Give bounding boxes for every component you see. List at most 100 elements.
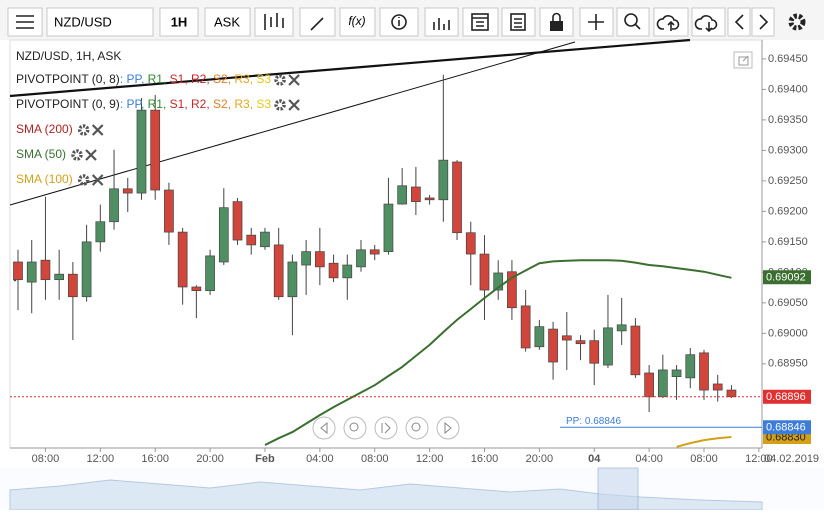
trend-line xyxy=(9,38,691,98)
indicator-button[interactable] xyxy=(339,7,376,37)
chart-type-button[interactable] xyxy=(254,7,294,37)
lock-shackle xyxy=(552,12,561,21)
next-button[interactable] xyxy=(751,7,775,37)
y-tick-label: 0.69250 xyxy=(768,175,808,187)
candle-body xyxy=(246,234,257,246)
prev-button[interactable] xyxy=(727,7,751,37)
doc-lines xyxy=(514,18,522,28)
settings-icon[interactable] xyxy=(77,124,90,136)
legend-text: , xyxy=(250,72,257,86)
prev-icon xyxy=(734,14,744,30)
chart-type-icon xyxy=(264,13,284,30)
settings-icon[interactable] xyxy=(71,149,83,161)
upload-button[interactable] xyxy=(653,7,689,37)
settings-icon[interactable] xyxy=(274,74,286,86)
candle-body xyxy=(109,188,119,223)
pivot-label: PP: 0.68846 xyxy=(566,416,621,427)
nav-left[interactable] xyxy=(312,416,336,440)
navigator-area xyxy=(9,479,763,511)
legend-text: , xyxy=(250,97,257,111)
draw-button[interactable] xyxy=(299,7,336,37)
reset[interactable] xyxy=(374,416,398,440)
candle-body xyxy=(273,244,284,298)
volume-button[interactable] xyxy=(424,7,459,37)
zoom-in[interactable] xyxy=(405,416,429,440)
doc-button[interactable] xyxy=(501,7,536,37)
axis-price-label: 0.68830 xyxy=(766,431,806,443)
candle-body xyxy=(520,305,531,349)
nav-icon xyxy=(381,422,391,434)
x-tick-label: 20:00 xyxy=(196,453,224,465)
legend-text: , xyxy=(228,72,235,86)
candle-body xyxy=(424,197,435,201)
zoom-button[interactable] xyxy=(616,7,650,37)
x-tick-label: 04:00 xyxy=(635,453,663,465)
x-tick-label: 08:00 xyxy=(361,453,389,465)
legend-text: PP xyxy=(126,97,142,111)
remove-icon[interactable] xyxy=(91,124,104,136)
trend-line xyxy=(9,41,576,206)
x-tick-label: 08:00 xyxy=(690,453,718,465)
legend-text: : xyxy=(120,72,127,86)
candle-body xyxy=(712,383,723,391)
candle-body xyxy=(548,328,558,363)
legend-entry: SMA (200) xyxy=(16,122,73,136)
legend-text: S1 xyxy=(170,97,185,111)
candle-body xyxy=(68,273,78,298)
legend-text: , xyxy=(184,72,191,86)
legend-text: R3 xyxy=(234,72,250,86)
candle-body xyxy=(630,325,641,376)
candle-body xyxy=(493,272,504,291)
legend-entry: SMA (100) xyxy=(16,172,73,186)
menu-icon xyxy=(16,15,34,29)
candle-body xyxy=(644,372,654,398)
legend-text: , xyxy=(141,72,148,86)
remove-icon[interactable] xyxy=(85,149,97,161)
y-tick-label: 0.69400 xyxy=(768,83,808,95)
candle-body xyxy=(603,327,613,366)
navigator-window[interactable] xyxy=(597,467,639,511)
legend-text: : xyxy=(120,97,127,111)
toolbar: NZD/USD 1H ASK f(x) xyxy=(0,0,824,40)
settings-icon[interactable] xyxy=(788,13,806,31)
nav-icon xyxy=(349,422,359,432)
x-tick-label: 16:00 xyxy=(141,453,169,465)
candle-body xyxy=(397,185,408,205)
settings-icon[interactable] xyxy=(77,174,90,186)
candle-body xyxy=(164,189,174,233)
axis-price-box xyxy=(763,270,811,285)
x-tick-label: 12:00 xyxy=(87,453,115,465)
candle-body xyxy=(40,259,51,281)
candle-body xyxy=(699,352,709,391)
candle-body xyxy=(150,109,161,191)
candle-body xyxy=(260,231,270,248)
popout-button[interactable] xyxy=(733,51,753,69)
y-tick-label: 0.69050 xyxy=(768,297,808,309)
candle-body xyxy=(575,340,586,345)
nav-right[interactable] xyxy=(436,416,460,440)
settings-icon[interactable] xyxy=(274,99,286,111)
candle-body xyxy=(191,286,202,292)
legend-text: S2 xyxy=(213,72,228,86)
crosshair-icon xyxy=(588,14,604,30)
price-button[interactable] xyxy=(204,7,251,37)
interval-button[interactable] xyxy=(159,7,199,37)
candle-body xyxy=(657,369,668,398)
symbol-input[interactable] xyxy=(46,7,154,37)
pencil-icon xyxy=(310,17,324,31)
remove-icon[interactable] xyxy=(288,99,300,111)
chart-title: NZD/USD, 1H, ASK xyxy=(16,49,121,63)
y-tick-label: 0.69000 xyxy=(768,327,808,339)
remove-icon[interactable] xyxy=(288,74,300,86)
y-tick-label: 0.69300 xyxy=(768,144,808,156)
navigator: 04.02.2019 xyxy=(0,453,824,511)
nav-icon xyxy=(320,421,328,435)
legend-text: , xyxy=(163,72,170,86)
candle-body xyxy=(726,389,737,398)
candle-body xyxy=(507,271,517,309)
axis-price-label: 0.69092 xyxy=(766,272,806,284)
candle-body xyxy=(479,253,490,291)
remove-icon[interactable] xyxy=(91,174,104,186)
symbol-text: NZD/USD xyxy=(54,14,112,29)
zoom-out[interactable] xyxy=(343,416,367,440)
